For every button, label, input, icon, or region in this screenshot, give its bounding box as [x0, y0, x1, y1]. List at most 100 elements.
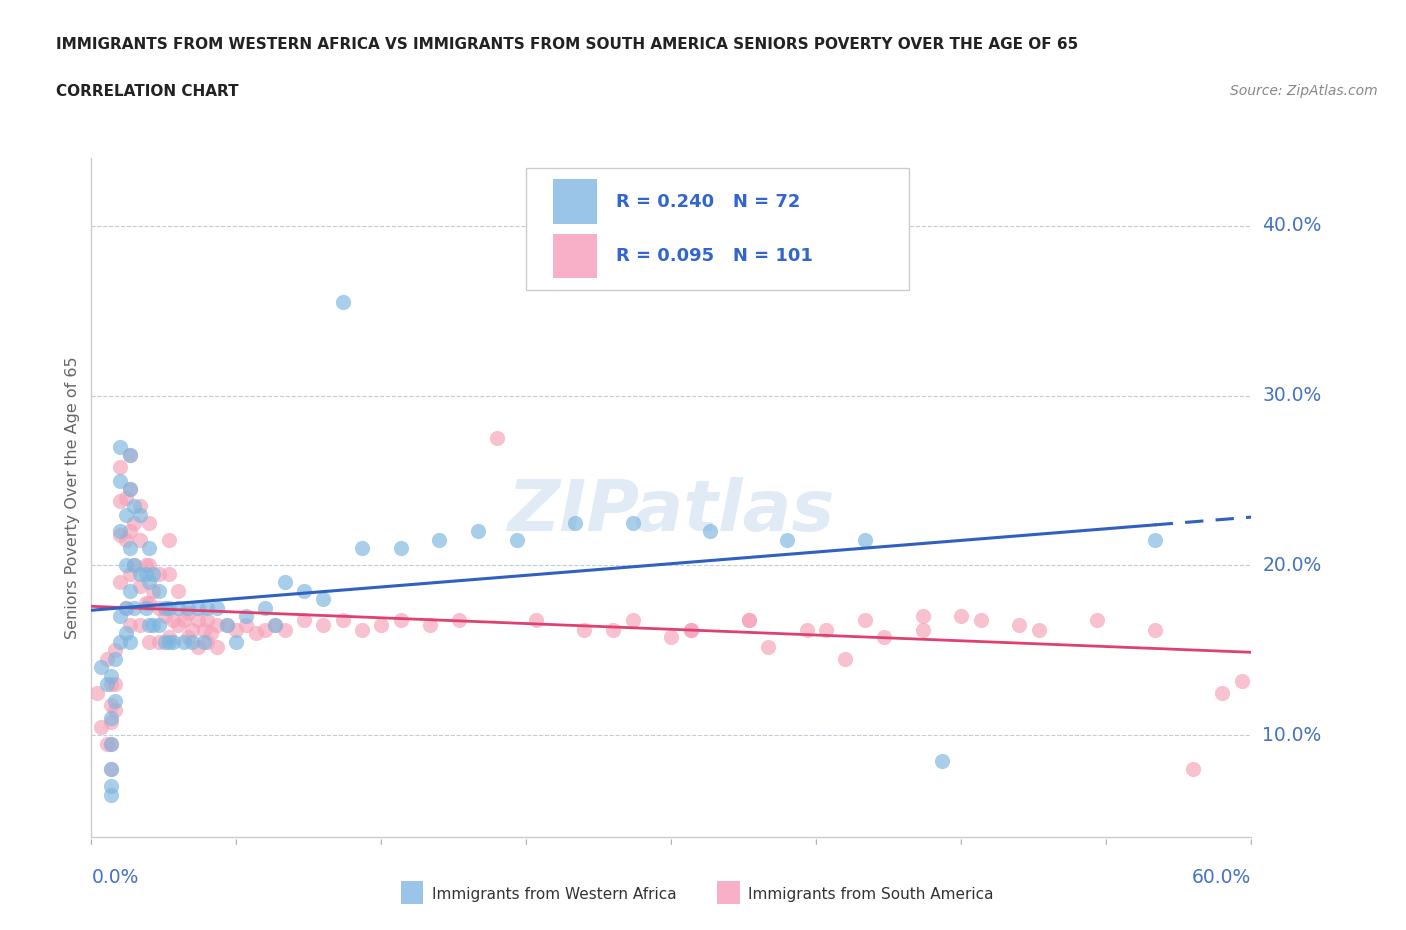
Point — [148, 601, 170, 616]
Point — [486, 431, 509, 445]
Point — [100, 669, 122, 684]
Point — [187, 601, 209, 616]
Point — [100, 698, 122, 712]
Point — [100, 714, 122, 729]
Point — [120, 634, 141, 649]
Point — [142, 583, 165, 598]
Point — [104, 651, 127, 666]
Point — [215, 618, 238, 632]
Point — [679, 622, 702, 637]
Point — [142, 566, 165, 581]
Point — [215, 618, 238, 632]
Point — [148, 634, 170, 649]
Point — [225, 634, 247, 649]
Point — [142, 618, 165, 632]
Point — [389, 541, 412, 556]
Point — [138, 575, 160, 590]
Point — [273, 622, 295, 637]
Point — [180, 634, 202, 649]
Point — [90, 660, 112, 675]
Point — [564, 515, 586, 530]
Point — [122, 498, 145, 513]
Text: Source: ZipAtlas.com: Source: ZipAtlas.com — [1230, 84, 1378, 98]
Point — [814, 622, 837, 637]
Point — [205, 640, 228, 655]
Point — [104, 677, 127, 692]
Text: R = 0.240   N = 72: R = 0.240 N = 72 — [616, 193, 800, 210]
Point — [679, 622, 702, 637]
Point — [187, 640, 209, 655]
Point — [157, 601, 180, 616]
Point — [110, 527, 132, 542]
Point — [96, 677, 118, 692]
Point — [157, 566, 180, 581]
Point — [853, 533, 876, 548]
Point — [193, 634, 215, 649]
Point — [312, 592, 335, 607]
Point — [167, 618, 190, 632]
Point — [115, 490, 138, 505]
Point — [167, 601, 190, 616]
Text: 40.0%: 40.0% — [1263, 217, 1322, 235]
Point — [1008, 618, 1031, 632]
Text: ZIPatlas: ZIPatlas — [508, 477, 835, 546]
Point — [86, 685, 108, 700]
Point — [115, 626, 138, 641]
Point — [162, 634, 184, 649]
Point — [100, 762, 122, 777]
Point — [100, 677, 122, 692]
Point — [120, 541, 141, 556]
Text: R = 0.095   N = 101: R = 0.095 N = 101 — [616, 246, 813, 265]
Point — [427, 533, 450, 548]
Point — [148, 583, 170, 598]
Point — [621, 515, 644, 530]
Point — [100, 762, 122, 777]
Point — [115, 558, 138, 573]
Bar — [553, 179, 598, 223]
Point — [135, 595, 156, 610]
Point — [1230, 673, 1253, 688]
Point — [148, 618, 170, 632]
Point — [180, 622, 202, 637]
Point — [776, 533, 799, 548]
Text: Immigrants from South America: Immigrants from South America — [748, 887, 994, 902]
Point — [352, 622, 374, 637]
Point — [120, 482, 141, 497]
Point — [621, 612, 644, 627]
Point — [756, 640, 779, 655]
Point — [120, 482, 141, 497]
Point — [911, 609, 934, 624]
Point — [96, 651, 118, 666]
Text: CORRELATION CHART: CORRELATION CHART — [56, 84, 239, 99]
Point — [148, 566, 170, 581]
Point — [120, 447, 141, 462]
Point — [100, 737, 122, 751]
Point — [135, 601, 156, 616]
Point — [873, 630, 896, 644]
Point — [352, 541, 374, 556]
Point — [853, 612, 876, 627]
Point — [110, 439, 132, 454]
Point — [128, 533, 150, 548]
Point — [1085, 612, 1108, 627]
Point — [128, 498, 150, 513]
Point — [970, 612, 993, 627]
Point — [138, 634, 160, 649]
Point — [796, 622, 818, 637]
Point — [332, 295, 354, 310]
Point — [110, 494, 132, 509]
Point — [659, 630, 682, 644]
Text: 60.0%: 60.0% — [1192, 868, 1251, 886]
Point — [173, 612, 195, 627]
Point — [225, 622, 247, 637]
Point — [205, 618, 228, 632]
Text: 30.0%: 30.0% — [1263, 386, 1322, 405]
Point — [524, 612, 547, 627]
Point — [195, 601, 219, 616]
Point — [195, 612, 219, 627]
Point — [950, 609, 973, 624]
Point — [834, 651, 856, 666]
Point — [195, 634, 219, 649]
Point — [292, 612, 315, 627]
Point — [120, 566, 141, 581]
